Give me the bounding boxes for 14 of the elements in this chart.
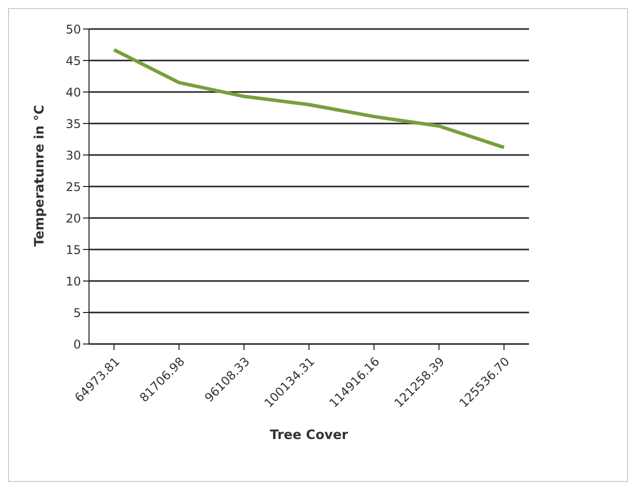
y-tick-label: 5 bbox=[73, 306, 81, 320]
y-tick-label: 20 bbox=[66, 211, 81, 226]
y-tick-label: 25 bbox=[66, 180, 81, 194]
x-axis-title: Tree Cover bbox=[270, 428, 349, 443]
y-axis-title: Temperatunre in °C bbox=[32, 104, 48, 246]
y-tick-label: 0 bbox=[73, 337, 81, 352]
y-tick-label: 10 bbox=[66, 274, 81, 288]
y-tick-label: 35 bbox=[66, 116, 81, 131]
y-tick-label: 45 bbox=[66, 54, 81, 68]
y-tick-label: 15 bbox=[66, 242, 81, 257]
y-tick-label: 50 bbox=[66, 22, 81, 36]
y-tick-label: 30 bbox=[66, 148, 81, 162]
line-series bbox=[112, 48, 506, 150]
y-tick-label: 40 bbox=[66, 85, 81, 100]
